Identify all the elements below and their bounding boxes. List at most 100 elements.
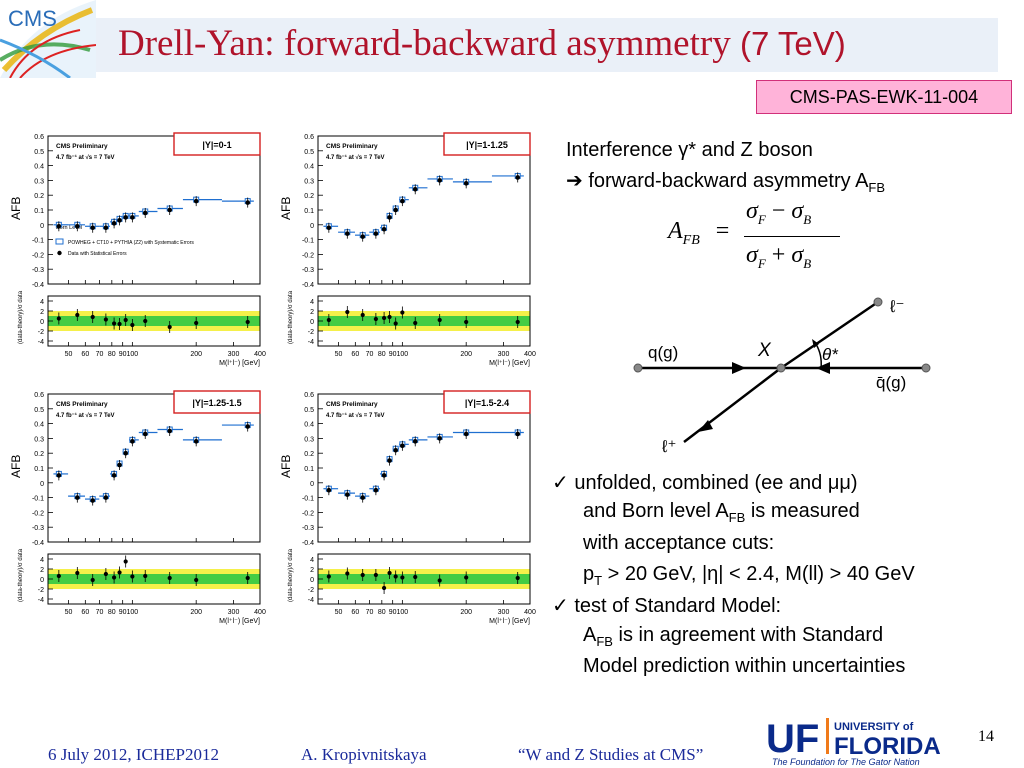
afb-tick-label: -0.1	[302, 238, 314, 245]
x-tick-label: 300	[228, 609, 240, 616]
ratio-point	[167, 324, 172, 330]
bullet-agreement: AFB is in agreement with Standard	[583, 624, 884, 649]
data-point	[463, 181, 469, 186]
theta-label: θ*	[822, 345, 839, 364]
q-label: q(g)	[648, 343, 678, 362]
data-point	[412, 186, 418, 192]
afb-tick-label: -0.1	[302, 496, 314, 503]
afb-frame	[47, 135, 261, 285]
lminus-label: ℓ⁻	[889, 297, 904, 316]
x-tick-label: 400	[524, 609, 536, 616]
ratio-point	[123, 317, 128, 323]
afb-tick-label: 0.2	[304, 193, 314, 200]
ratio-point	[345, 309, 350, 315]
afb-tick-label: 0.3	[34, 178, 44, 185]
green-band	[318, 574, 530, 584]
afb-tick-label: 0.6	[304, 392, 314, 399]
green-band	[318, 316, 530, 326]
data-point	[111, 473, 117, 478]
title-bar	[92, 18, 998, 72]
data-point	[142, 210, 148, 216]
rapidity-box	[173, 390, 261, 414]
afb-panel-3: 0.6 0.5 0.4 0.3 0.2 0.1 0 -0.1 -0.2 -0.3 -0.4 4 2 0 -2…	[9, 390, 266, 625]
ratio-tick-label: 4	[310, 299, 314, 306]
data-point	[373, 231, 379, 236]
ratio-point	[464, 319, 469, 325]
afb-tick-label: 0.4	[34, 164, 44, 171]
data-point	[381, 473, 387, 478]
ratio-tick-label: 4	[310, 557, 314, 564]
lplus-line	[683, 367, 782, 443]
ratio-point	[437, 317, 442, 323]
ratio-tick-label: -4	[38, 597, 44, 604]
ratio-point	[75, 312, 80, 318]
afb-tick-label: 0.5	[304, 149, 314, 156]
data-point	[437, 178, 442, 183]
afb-tick-label: -0.3	[32, 525, 44, 532]
afb-tick-label: 0.3	[34, 436, 44, 443]
ratio-point	[360, 312, 365, 318]
text-line-interference: Interference γ* and Z boson	[566, 139, 813, 161]
ratio-axis-label: (data-theory)/σ data	[18, 290, 24, 344]
cms-preliminary-label: CMS Preliminary	[56, 143, 108, 150]
afb-formula: AFB = σF − σB σF + σB	[668, 198, 868, 278]
x-tick-label: 400	[524, 351, 536, 358]
data-point	[123, 450, 128, 456]
afb-tick-label: 0.1	[34, 466, 44, 473]
x-tick-label: 50	[65, 609, 73, 616]
ratio-tick-label: -2	[308, 329, 314, 336]
cms-logo: CMS	[0, 0, 96, 78]
bullet-model-prediction: Model prediction within uncertainties	[583, 655, 906, 677]
x-tick-label: 50	[335, 609, 343, 616]
afb-tick-label: 0.6	[304, 134, 314, 141]
x-axis-label: M(l⁺l⁻) [GeV]	[219, 618, 260, 625]
ratio-point	[326, 574, 331, 579]
x-tick-label: 200	[190, 351, 202, 358]
afb-axis-label: AFB	[279, 197, 293, 220]
afb-tick-label: 0.5	[34, 149, 44, 156]
luminosity-label: 4.7 fb⁻¹ at √s = 7 TeV	[56, 412, 115, 419]
data-point	[393, 207, 398, 213]
x-tick-label: 200	[190, 609, 202, 616]
ratio-tick-label: -4	[38, 339, 44, 346]
afb-tick-label: -0.2	[302, 252, 314, 259]
ratio-point	[373, 572, 378, 578]
x-tick-label: 300	[498, 351, 510, 358]
ratio-tick-label: 0	[40, 577, 44, 584]
afb-tick-label: 0.3	[304, 436, 314, 443]
x-tick-label: 60	[81, 609, 89, 616]
x-axis-label: M(l⁺l⁻) [GeV]	[219, 360, 260, 367]
data-point	[56, 473, 62, 478]
ratio-tick-label: 2	[310, 309, 314, 316]
ratio-point	[400, 310, 405, 315]
slide-title: Drell-Yan: forward-backward asymmetry (7…	[118, 22, 846, 65]
data-point	[515, 175, 521, 180]
ratio-point	[56, 573, 61, 579]
ratio-tick-label: 2	[310, 567, 314, 574]
ratio-point	[245, 575, 250, 581]
afb-tick-label: 0.5	[304, 407, 314, 414]
ratio-point	[194, 320, 199, 326]
afb-tick-label: -0.2	[302, 510, 314, 517]
data-point	[360, 234, 366, 239]
x-tick-label: 80	[378, 609, 386, 616]
afb-tick-label: -0.1	[32, 496, 44, 503]
rapidity-label: |Y|=1.5-2.4	[465, 398, 509, 408]
afb-tick-label: 0	[40, 223, 44, 230]
legend-mc: POWHEG + CT10 + PYTHIA (Z2) with Systema…	[68, 240, 194, 246]
afb-tick-label: 0.6	[34, 134, 44, 141]
data-point	[515, 431, 521, 437]
x-tick-label: 400	[254, 609, 266, 616]
theta-arc	[815, 343, 822, 369]
ratio-point	[393, 574, 398, 579]
afb-tick-label: 0	[310, 481, 314, 488]
data-point	[167, 207, 172, 213]
data-point	[393, 447, 398, 453]
x-tick-label: 100	[397, 351, 409, 358]
x-axis-label: M(l⁺l⁻) [GeV]	[489, 618, 530, 625]
ratio-point	[123, 559, 128, 564]
pas-reference-badge: CMS-PAS-EWK-11-004	[756, 80, 1012, 114]
x-tick-label: 80	[108, 609, 116, 616]
ratio-point	[143, 318, 148, 324]
ratio-point	[90, 314, 95, 320]
